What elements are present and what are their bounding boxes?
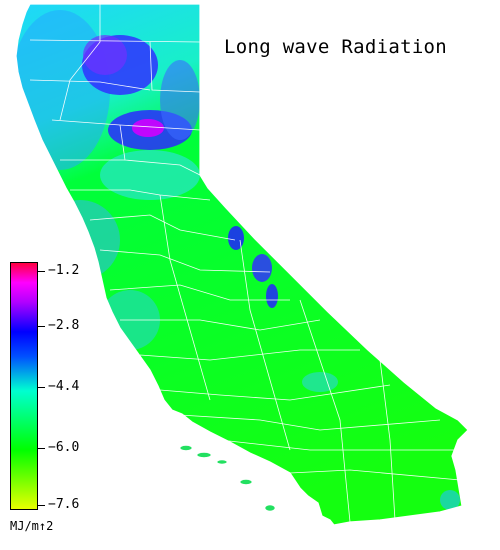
colorbar-tick-label: −4.4: [48, 379, 80, 394]
channel-islands: [179, 445, 276, 512]
map-title: Long wave Radiation: [224, 36, 448, 58]
colorbar-tick: [38, 326, 45, 327]
colorbar-tick-label: −6.0: [48, 440, 80, 455]
colorbar-tick-label: −1.2: [48, 263, 80, 278]
colorbar-gradient: [11, 263, 37, 509]
colorbar-units: MJ/m↑2: [10, 519, 54, 533]
colorbar-tick-label: −7.6: [48, 497, 80, 512]
colorbar-tick: [38, 448, 45, 449]
colorbar-tick: [38, 271, 45, 272]
colorbar: [10, 262, 38, 510]
colorbar-tick: [38, 387, 45, 388]
colorbar-tick-label: −2.8: [48, 318, 80, 333]
colorbar-tick: [38, 505, 45, 506]
